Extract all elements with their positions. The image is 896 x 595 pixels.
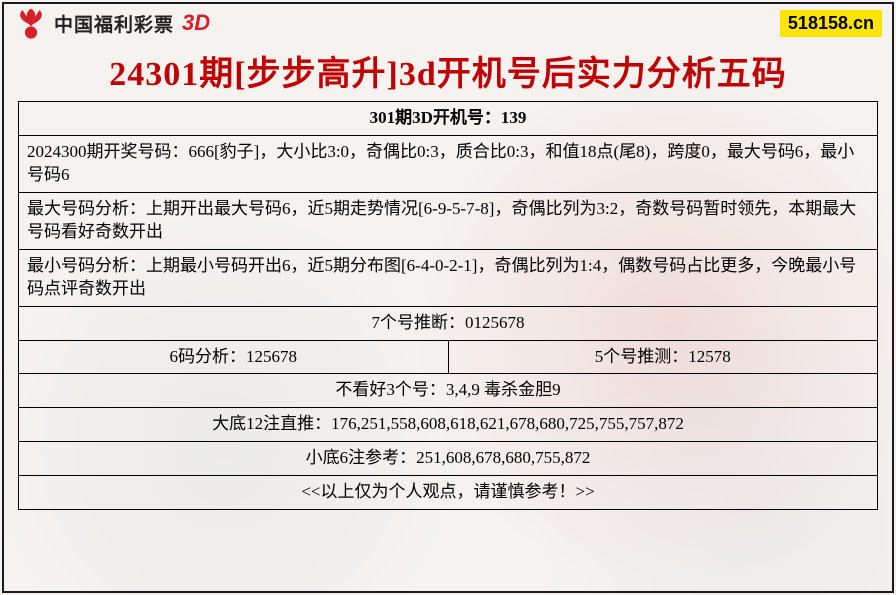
page-border: [2, 2, 894, 593]
